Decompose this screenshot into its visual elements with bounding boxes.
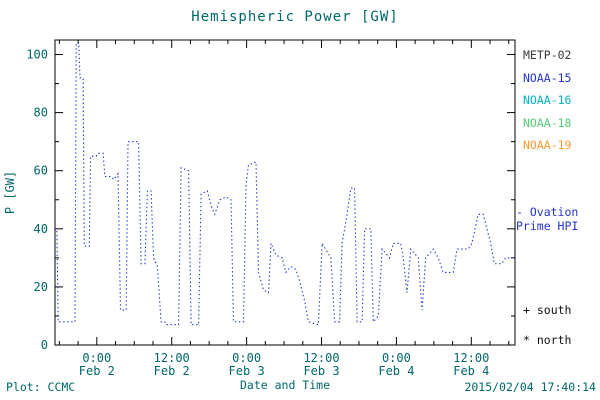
south-marker-label: + south (523, 303, 572, 317)
svg-text:12:00: 12:00 (303, 351, 339, 365)
hpi-data-line (55, 42, 514, 326)
legend-noaa-15: NOAA-15 (523, 70, 572, 85)
svg-text:100: 100 (26, 48, 48, 62)
svg-text:0:00: 0:00 (82, 351, 111, 365)
x-axis-title: Date and Time (239, 378, 330, 392)
svg-text:0:00: 0:00 (382, 351, 411, 365)
svg-text:80: 80 (34, 106, 48, 120)
legend-noaa-18: NOAA-18 (523, 115, 572, 130)
legend-metp-02: METP-02 (523, 48, 572, 62)
plot-source-label: Plot: CCMC (6, 380, 76, 394)
axis-ticks (55, 40, 515, 346)
north-marker-label: * north (523, 333, 572, 347)
svg-text:Feb 3: Feb 3 (229, 364, 265, 378)
svg-text:Feb 3: Feb 3 (303, 364, 339, 378)
ovation-prime-line1: - Ovation (516, 205, 579, 219)
svg-text:Feb 4: Feb 4 (453, 364, 489, 378)
svg-text:60: 60 (34, 164, 48, 178)
svg-text:P [GW]: P [GW] (3, 171, 17, 214)
legend-noaa-19: NOAA-19 (523, 138, 572, 152)
legend-noaa-16: NOAA-16 (523, 93, 572, 107)
svg-text:0: 0 (41, 338, 48, 352)
plot-timestamp: 2015/02/04 17:40:14 (464, 380, 596, 394)
chart-title: Hemispheric Power [GW] (191, 9, 399, 25)
svg-text:12:00: 12:00 (154, 351, 190, 365)
svg-text:0:00: 0:00 (232, 351, 261, 365)
svg-text:40: 40 (34, 222, 48, 236)
plot-frame (54, 39, 516, 346)
svg-text:Feb 2: Feb 2 (154, 364, 190, 378)
satellite-legend: METP-02 NOAA-15 NOAA-16 NOAA-18 NOAA-19 (523, 44, 571, 157)
svg-text:Feb 4: Feb 4 (378, 364, 414, 378)
ovation-prime-label: - Ovation Prime HPI (516, 205, 579, 233)
svg-text:Feb 2: Feb 2 (79, 364, 115, 378)
svg-text:20: 20 (34, 280, 48, 294)
ovation-prime-line2: Prime HPI (516, 218, 579, 233)
svg-text:12:00: 12:00 (453, 351, 489, 365)
